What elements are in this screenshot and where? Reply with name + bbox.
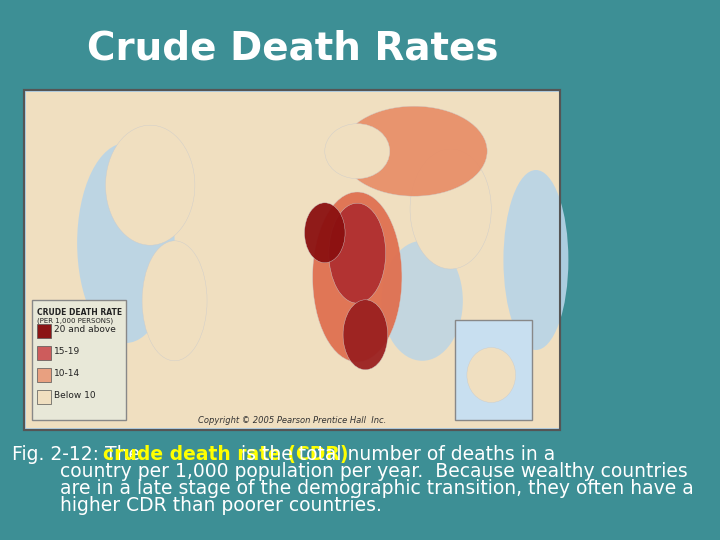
Text: crude death rate (CDR): crude death rate (CDR) xyxy=(103,445,348,464)
Ellipse shape xyxy=(343,300,388,370)
Text: are in a late stage of the demographic transition, they often have a: are in a late stage of the demographic t… xyxy=(12,479,694,498)
Ellipse shape xyxy=(341,106,487,196)
Ellipse shape xyxy=(142,241,207,361)
Text: (PER 1,000 PERSONS): (PER 1,000 PERSONS) xyxy=(37,317,112,323)
Ellipse shape xyxy=(312,192,402,362)
Bar xyxy=(37,390,51,404)
Text: 20 and above: 20 and above xyxy=(55,326,116,334)
Text: Fig. 2-12: The: Fig. 2-12: The xyxy=(12,445,146,464)
Ellipse shape xyxy=(325,124,390,179)
Bar xyxy=(37,346,51,360)
Ellipse shape xyxy=(503,170,568,350)
Text: Copyright © 2005 Pearson Prentice Hall  Inc.: Copyright © 2005 Pearson Prentice Hall I… xyxy=(198,416,387,425)
Text: CRUDE DEATH RATE: CRUDE DEATH RATE xyxy=(37,308,122,317)
Text: Below 10: Below 10 xyxy=(55,392,96,401)
Ellipse shape xyxy=(410,149,491,269)
Ellipse shape xyxy=(467,348,516,402)
Ellipse shape xyxy=(305,203,345,263)
Text: Crude Death Rates: Crude Death Rates xyxy=(86,30,498,68)
Bar xyxy=(37,324,51,338)
Bar xyxy=(24,90,560,430)
Bar xyxy=(37,368,51,382)
Ellipse shape xyxy=(106,125,195,245)
Ellipse shape xyxy=(77,143,174,343)
Text: higher CDR than poorer countries.: higher CDR than poorer countries. xyxy=(12,496,382,515)
Ellipse shape xyxy=(382,241,463,361)
Bar xyxy=(32,300,126,420)
Text: 10-14: 10-14 xyxy=(55,369,81,379)
Text: is the total number of deaths in a: is the total number of deaths in a xyxy=(235,445,556,464)
Text: 15-19: 15-19 xyxy=(55,348,81,356)
Bar xyxy=(26,92,559,428)
Text: country per 1,000 population per year.  Because wealthy countries: country per 1,000 population per year. B… xyxy=(12,462,688,481)
Bar xyxy=(455,320,532,420)
Ellipse shape xyxy=(329,203,386,303)
Bar xyxy=(24,90,560,430)
